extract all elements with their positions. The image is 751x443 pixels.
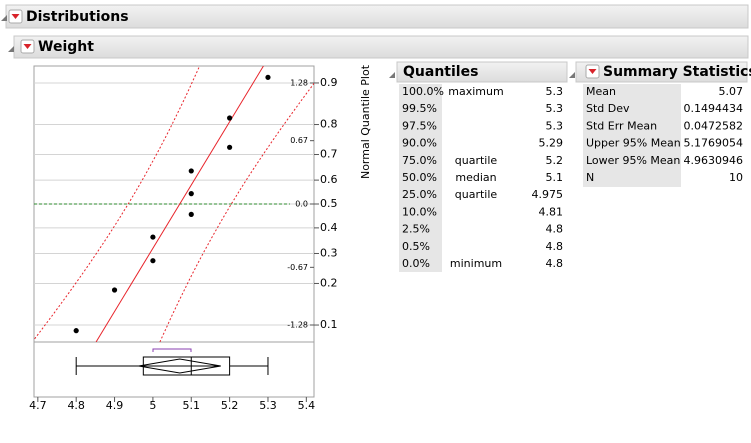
panel-title: Weight <box>38 39 94 55</box>
quantile-label: minimum <box>450 257 502 270</box>
stat-label: Lower 95% Mean <box>586 154 680 167</box>
confidence-curve <box>34 66 201 341</box>
y2-tick-label: 0.5 <box>320 197 338 210</box>
stat-value: 4.9630946 <box>684 154 744 167</box>
x-tick-label: 5.4 <box>298 399 316 412</box>
column-shade <box>399 84 442 272</box>
axis-title: Normal Quantile Plot <box>359 64 372 179</box>
y2-tick-label: 0.2 <box>320 276 338 289</box>
quantile-level: 97.5% <box>402 119 437 132</box>
disclosure-icon[interactable] <box>1 15 7 21</box>
y-tick-label: 0.0 <box>295 200 308 209</box>
menu-arrow <box>23 44 32 49</box>
data-point <box>73 328 79 334</box>
quantile-label: median <box>455 171 496 184</box>
data-point <box>188 168 194 174</box>
disclosure-icon[interactable] <box>8 46 14 52</box>
quantile-value: 5.3 <box>546 119 564 132</box>
quantile-level: 100.0% <box>402 85 444 98</box>
quantile-label: quartile <box>455 154 498 167</box>
quantile-label: maximum <box>448 85 503 98</box>
y2-tick-label: 0.9 <box>320 76 338 89</box>
y2-tick-label: 0.4 <box>320 221 338 234</box>
x-tick-label: 5.3 <box>259 399 277 412</box>
quantile-level: 25.0% <box>402 188 437 201</box>
x-tick-label: 5.1 <box>183 399 201 412</box>
y2-tick-label: 0.1 <box>320 318 338 331</box>
quantile-level: 50.0% <box>402 171 437 184</box>
fit-group <box>34 66 314 342</box>
y2-tick-label: 0.3 <box>320 246 338 259</box>
y-tick-label: -0.67 <box>287 263 308 272</box>
quantile-value: 5.29 <box>539 137 564 150</box>
y2-tick-label: 0.6 <box>320 173 338 186</box>
quantile-value: 5.2 <box>546 154 564 167</box>
stat-value: 10 <box>729 171 743 184</box>
x-tick-label: 4.8 <box>67 399 85 412</box>
disclosure-icon[interactable] <box>569 72 575 78</box>
quantile-value: 4.81 <box>539 205 564 218</box>
quantile-level: 99.5% <box>402 102 437 115</box>
data-point <box>227 144 233 150</box>
menu-arrow <box>588 69 597 74</box>
stat-value: 5.07 <box>719 85 744 98</box>
stat-label: Std Err Mean <box>586 119 657 132</box>
table-title: Quantiles <box>403 64 478 80</box>
disclosure-icon[interactable] <box>389 72 395 78</box>
quantile-value: 5.3 <box>546 85 564 98</box>
data-point <box>265 74 271 80</box>
x-tick-label: 4.9 <box>106 399 124 412</box>
y2-tick-label: 0.8 <box>320 118 338 131</box>
fit-line <box>95 66 264 342</box>
data-point <box>188 211 194 217</box>
x-tick-label: 5.2 <box>221 399 239 412</box>
stat-label: Mean <box>586 85 616 98</box>
x-tick-label: 4.7 <box>29 399 47 412</box>
table-title: Summary Statistics <box>603 64 751 80</box>
stat-label: Std Dev <box>586 102 630 115</box>
quantile-level: 75.0% <box>402 154 437 167</box>
data-point <box>150 258 156 264</box>
stat-label: Upper 95% Mean <box>586 137 681 150</box>
stat-value: 0.0472582 <box>684 119 744 132</box>
quantile-value: 4.8 <box>546 257 564 270</box>
quantile-value: 4.975 <box>532 188 564 201</box>
stat-label: N <box>586 171 594 184</box>
data-point <box>188 191 194 197</box>
menu-arrow <box>11 14 20 19</box>
outline-bar <box>396 61 568 83</box>
quantile-level: 0.5% <box>402 240 430 253</box>
quantile-value: 4.8 <box>546 223 564 236</box>
quantile-value: 4.8 <box>546 240 564 253</box>
quantile-value: 5.3 <box>546 102 564 115</box>
quantile-level: 10.0% <box>402 205 437 218</box>
stat-value: 0.1494434 <box>684 102 744 115</box>
quantile-value: 5.1 <box>546 171 564 184</box>
y-tick-label: 1.28 <box>290 79 308 88</box>
y-tick-label: -1.28 <box>287 320 308 329</box>
data-point <box>111 287 118 293</box>
quantile-level: 2.5% <box>402 223 430 236</box>
quantile-level: 90.0% <box>402 137 437 150</box>
shortest-half-bracket <box>152 348 192 352</box>
report-title: Distributions <box>26 9 129 25</box>
x-tick-label: 5 <box>149 399 156 412</box>
outline-bar <box>575 61 748 83</box>
y2-tick-label: 0.7 <box>320 148 338 161</box>
data-point <box>227 115 233 121</box>
quantile-label: quartile <box>455 188 498 201</box>
data-point <box>150 234 156 240</box>
stat-value: 5.1769054 <box>684 137 744 150</box>
quantile-level: 0.0% <box>402 257 430 270</box>
plot-frame <box>33 65 315 398</box>
y-tick-label: 0.67 <box>290 136 308 145</box>
mean-diamond <box>138 358 221 374</box>
column-shade <box>583 84 681 187</box>
outline-bar <box>13 35 749 59</box>
